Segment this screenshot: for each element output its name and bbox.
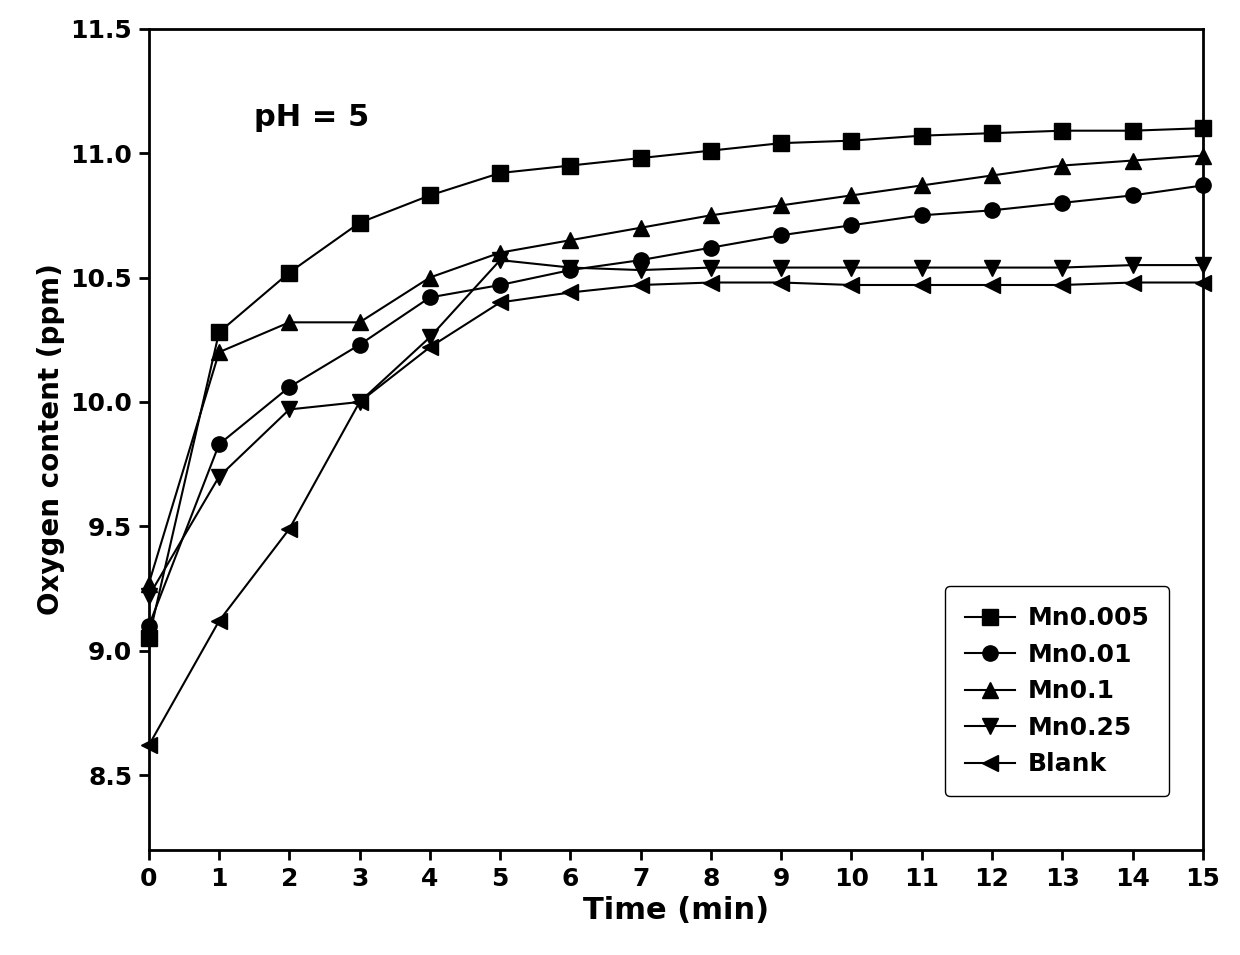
- Mn0.1: [1125, 155, 1140, 166]
- Blank: [1195, 277, 1210, 288]
- Mn0.01: [985, 204, 999, 216]
- Mn0.005: [141, 632, 156, 644]
- Blank: [212, 615, 227, 626]
- Blank: [281, 523, 296, 535]
- Mn0.01: [563, 265, 578, 276]
- Mn0.25: [563, 262, 578, 273]
- Mn0.25: [703, 262, 718, 273]
- Line: Mn0.005: Mn0.005: [141, 120, 1210, 646]
- Blank: [563, 286, 578, 298]
- Mn0.1: [774, 200, 789, 211]
- Mn0.25: [774, 262, 789, 273]
- Mn0.005: [212, 327, 227, 338]
- Mn0.01: [634, 254, 649, 265]
- Blank: [141, 740, 156, 752]
- Mn0.01: [423, 291, 438, 303]
- Mn0.01: [212, 438, 227, 450]
- Mn0.01: [703, 242, 718, 253]
- Mn0.01: [492, 279, 507, 290]
- Mn0.01: [352, 339, 367, 350]
- Blank: [1125, 277, 1140, 288]
- Blank: [703, 277, 718, 288]
- Line: Mn0.01: Mn0.01: [141, 178, 1210, 633]
- Mn0.005: [1055, 125, 1070, 137]
- Mn0.25: [423, 331, 438, 343]
- Mn0.005: [703, 145, 718, 157]
- Mn0.25: [212, 471, 227, 482]
- Mn0.01: [914, 209, 929, 221]
- Mn0.25: [985, 262, 999, 273]
- Mn0.01: [1055, 197, 1070, 208]
- Mn0.1: [492, 247, 507, 259]
- Mn0.01: [1125, 190, 1140, 202]
- Mn0.005: [352, 217, 367, 228]
- Blank: [423, 342, 438, 353]
- Mn0.005: [985, 127, 999, 138]
- Mn0.1: [281, 317, 296, 329]
- Mn0.1: [985, 170, 999, 181]
- Mn0.005: [844, 135, 859, 146]
- Mn0.25: [1055, 262, 1070, 273]
- Mn0.01: [774, 229, 789, 241]
- Line: Mn0.1: Mn0.1: [141, 148, 1210, 591]
- Mn0.1: [212, 347, 227, 358]
- Mn0.005: [634, 153, 649, 164]
- Blank: [634, 279, 649, 290]
- Mn0.25: [844, 262, 859, 273]
- Line: Blank: Blank: [141, 275, 1210, 753]
- Mn0.005: [281, 266, 296, 278]
- Mn0.005: [774, 138, 789, 149]
- Blank: [914, 279, 929, 290]
- Mn0.1: [634, 222, 649, 233]
- Mn0.005: [423, 190, 438, 202]
- Mn0.005: [914, 130, 929, 141]
- Mn0.1: [844, 190, 859, 202]
- Mn0.25: [1125, 260, 1140, 271]
- Mn0.005: [492, 167, 507, 179]
- Text: pH = 5: pH = 5: [254, 102, 370, 132]
- Mn0.01: [1195, 180, 1210, 191]
- Blank: [492, 297, 507, 308]
- Blank: [985, 279, 999, 290]
- Mn0.1: [1055, 159, 1070, 171]
- Mn0.25: [914, 262, 929, 273]
- Mn0.005: [1195, 122, 1210, 134]
- Y-axis label: Oxygen content (ppm): Oxygen content (ppm): [37, 264, 64, 615]
- Mn0.1: [352, 317, 367, 329]
- Mn0.005: [1125, 125, 1140, 137]
- Mn0.1: [914, 180, 929, 191]
- Mn0.1: [423, 272, 438, 284]
- Mn0.25: [634, 265, 649, 276]
- Mn0.1: [563, 235, 578, 246]
- Mn0.01: [281, 381, 296, 393]
- Mn0.25: [141, 590, 156, 602]
- Mn0.1: [141, 578, 156, 589]
- Mn0.01: [141, 620, 156, 631]
- Blank: [774, 277, 789, 288]
- X-axis label: Time (min): Time (min): [583, 896, 769, 925]
- Blank: [1055, 279, 1070, 290]
- Mn0.01: [844, 220, 859, 231]
- Mn0.25: [492, 254, 507, 265]
- Legend: Mn0.005, Mn0.01, Mn0.1, Mn0.25, Blank: Mn0.005, Mn0.01, Mn0.1, Mn0.25, Blank: [945, 586, 1169, 796]
- Mn0.25: [1195, 260, 1210, 271]
- Blank: [844, 279, 859, 290]
- Line: Mn0.25: Mn0.25: [141, 252, 1210, 604]
- Mn0.25: [281, 404, 296, 415]
- Blank: [352, 396, 367, 408]
- Mn0.25: [352, 396, 367, 408]
- Mn0.005: [563, 159, 578, 171]
- Mn0.1: [703, 209, 718, 221]
- Mn0.1: [1195, 150, 1210, 161]
